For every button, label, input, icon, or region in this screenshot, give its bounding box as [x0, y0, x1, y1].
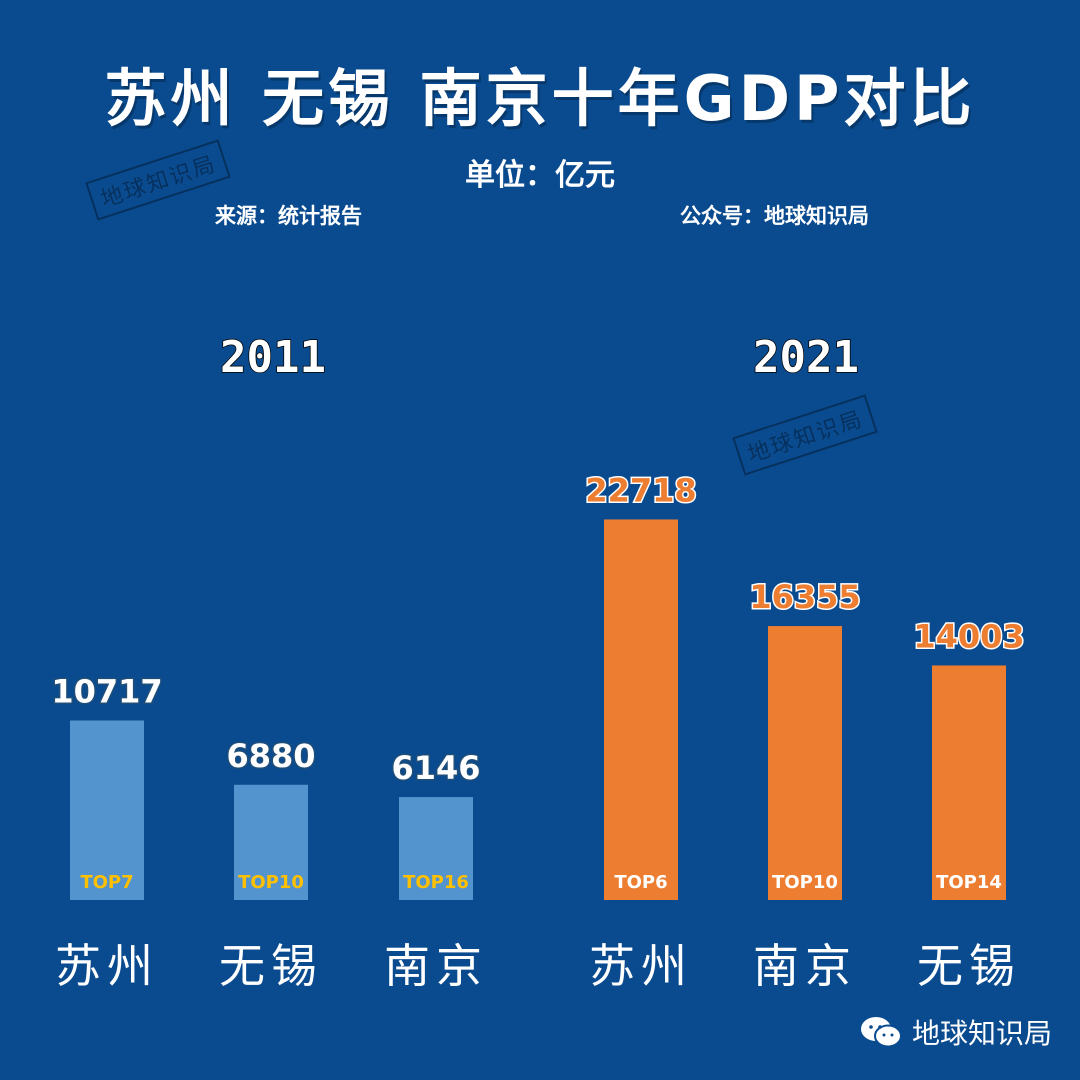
- bar: [234, 784, 308, 900]
- rank-label: TOP7: [80, 872, 133, 893]
- data-label: 22718: [585, 471, 696, 509]
- chart-title: 2011: [220, 332, 326, 383]
- bar: [604, 519, 678, 900]
- rank-label: TOP6: [614, 872, 667, 893]
- category-label: 南京: [384, 939, 488, 993]
- data-label: 6880: [226, 737, 315, 775]
- bar: [70, 720, 144, 900]
- source-label: 来源：统计报告: [215, 204, 362, 228]
- data-label: 14003: [913, 617, 1024, 655]
- rank-label: TOP10: [238, 872, 304, 893]
- chart-title: 2021: [753, 332, 859, 383]
- rank-label: TOP14: [936, 872, 1002, 893]
- unit-label: 单位：亿元: [465, 158, 615, 193]
- footer-brand: 地球知识局: [860, 1012, 1052, 1052]
- bar: [768, 626, 842, 900]
- category-label: 南京: [753, 939, 857, 993]
- bar: [932, 665, 1006, 900]
- category-label: 苏州: [55, 939, 159, 993]
- rank-label: TOP10: [772, 872, 838, 893]
- rank-label: TOP16: [403, 872, 469, 893]
- footer-brand-text: 地球知识局: [912, 1017, 1053, 1050]
- wechat-icon: [860, 1015, 902, 1049]
- category-label: 无锡: [219, 939, 323, 993]
- page-title: 苏州 无锡 南京十年GDP对比: [104, 62, 976, 135]
- data-label: 16355: [749, 578, 860, 616]
- bar: [399, 797, 473, 900]
- category-label: 无锡: [917, 939, 1021, 993]
- data-label: 6146: [391, 749, 480, 787]
- data-label: 10717: [51, 672, 162, 710]
- category-label: 苏州: [589, 939, 693, 993]
- account-label: 公众号：地球知识局: [680, 204, 869, 228]
